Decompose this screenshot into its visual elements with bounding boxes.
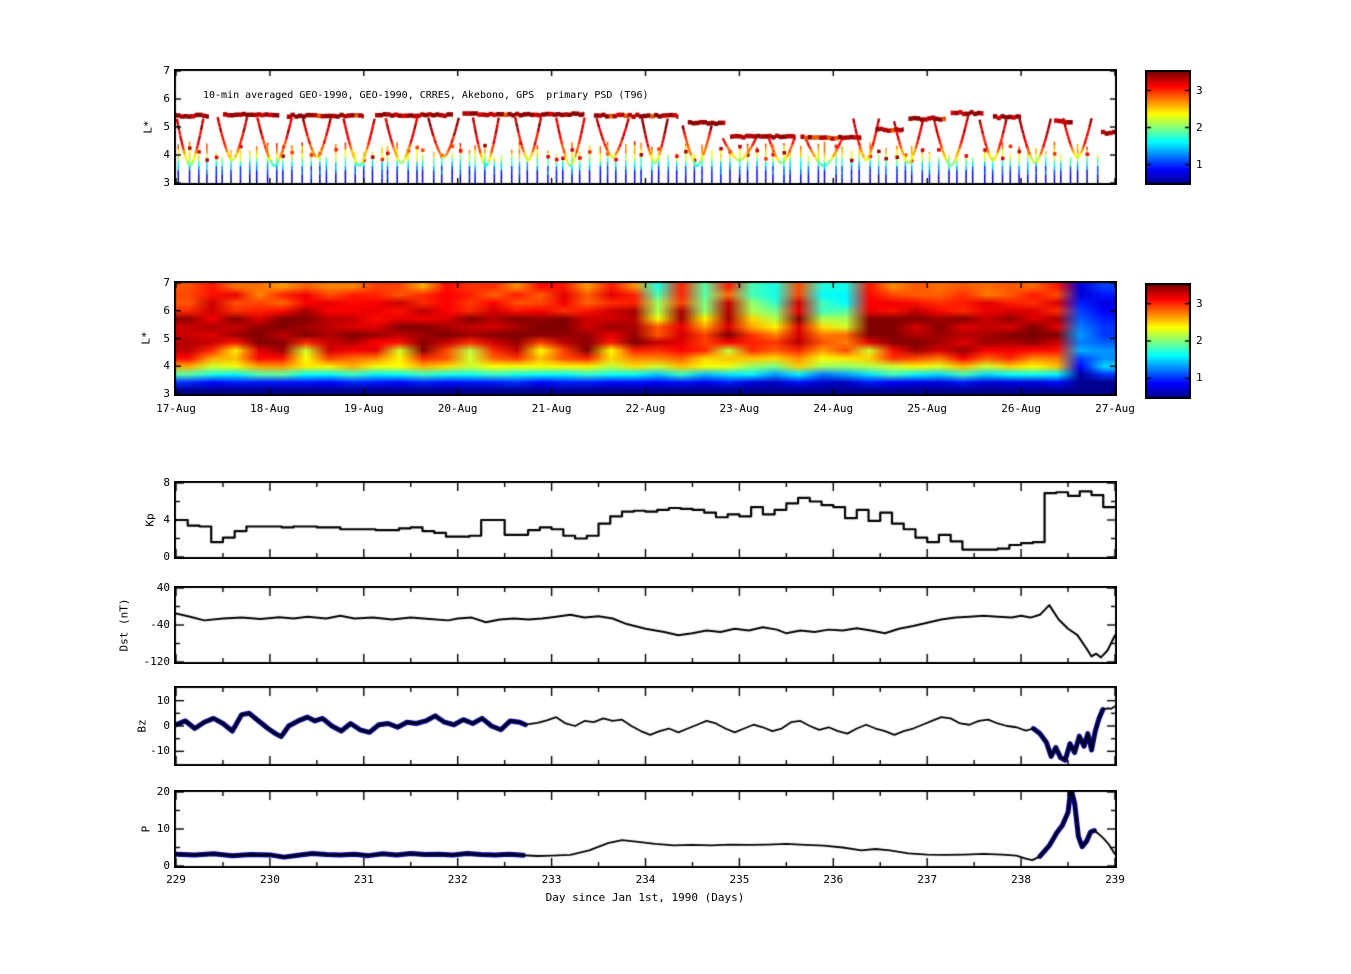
p-plot bbox=[174, 790, 1117, 868]
psd-scatter-ytick: 5 bbox=[163, 120, 170, 133]
psd-scatter-title: 10-min averaged GEO-1990, GEO-1990, CRRE… bbox=[203, 90, 649, 101]
psd-scatter-colorbar-tick: 1 bbox=[1196, 157, 1203, 171]
psd-scatter-ytick: 7 bbox=[163, 64, 170, 77]
p-ytick: 20 bbox=[156, 785, 170, 798]
day-tick-label: 230 bbox=[259, 873, 280, 886]
psd-heatmap-ytick: 7 bbox=[163, 276, 170, 289]
psd-scatter-plot bbox=[174, 69, 1117, 185]
psd-scatter-ytick: 3 bbox=[163, 176, 170, 189]
psd-heatmap-colorbar-tick: 1 bbox=[1196, 371, 1203, 385]
p-ylabel: P bbox=[139, 825, 153, 833]
kp-ytick: 8 bbox=[163, 476, 170, 489]
day-tick-label: 231 bbox=[353, 873, 374, 886]
bz-ylabel: Bz bbox=[135, 719, 149, 733]
bz-plot bbox=[174, 686, 1117, 766]
p-ytick: 10 bbox=[156, 822, 170, 835]
p-ytick: 0 bbox=[163, 859, 170, 872]
psd-heatmap-ytick: 5 bbox=[163, 331, 170, 345]
date-tick-label: 23-Aug bbox=[719, 402, 760, 415]
bz-ytick: -10 bbox=[150, 744, 170, 758]
day-tick-label: 236 bbox=[823, 873, 844, 886]
psd-heatmap-colorbar-tick: 3 bbox=[1196, 296, 1203, 310]
psd-scatter-colorbar bbox=[1145, 70, 1191, 185]
bz-ytick: 10 bbox=[156, 693, 170, 707]
date-tick-label: 20-Aug bbox=[437, 402, 478, 415]
kp-ytick: 4 bbox=[163, 513, 170, 526]
dst-plot bbox=[174, 586, 1117, 664]
date-tick-label: 25-Aug bbox=[907, 402, 948, 415]
day-tick-label: 239 bbox=[1105, 873, 1125, 886]
psd-heatmap-ytick: 3 bbox=[163, 387, 170, 400]
date-tick-label: 22-Aug bbox=[625, 402, 666, 415]
psd-scatter-ytick: 4 bbox=[163, 148, 170, 161]
dst-ytick: -120 bbox=[143, 655, 171, 668]
psd-scatter-colorbar-tick: 3 bbox=[1196, 83, 1203, 97]
date-tick-label: 21-Aug bbox=[531, 402, 572, 415]
day-tick-label: 237 bbox=[917, 873, 938, 886]
kp-plot bbox=[174, 481, 1117, 559]
psd-heatmap-ytick: 4 bbox=[163, 359, 170, 373]
psd-scatter-ylabel: L* bbox=[141, 120, 155, 134]
date-tick-label: 17-Aug bbox=[156, 402, 196, 415]
date-tick-label: 26-Aug bbox=[1001, 402, 1041, 415]
dst-ylabel: Dst (nT) bbox=[117, 598, 131, 652]
psd-heatmap-plot bbox=[174, 281, 1117, 396]
psd-scatter-colorbar-tick: 2 bbox=[1196, 120, 1203, 134]
bz-ytick: 0 bbox=[163, 719, 170, 732]
x-axis-label: Day since Jan 1st, 1990 (Days) bbox=[545, 891, 745, 904]
date-tick-label: 18-Aug bbox=[250, 402, 290, 415]
psd-scatter-ytick: 6 bbox=[163, 92, 170, 105]
day-tick-label: 232 bbox=[447, 873, 468, 886]
day-tick-label: 238 bbox=[1011, 873, 1032, 886]
day-tick-label: 233 bbox=[541, 873, 562, 886]
date-tick-label: 27-Aug bbox=[1095, 402, 1135, 415]
day-tick-label: 234 bbox=[635, 873, 656, 886]
day-tick-label: 229 bbox=[166, 873, 186, 886]
dst-ytick: -40 bbox=[150, 618, 170, 631]
kp-ytick: 0 bbox=[163, 550, 170, 563]
psd-heatmap-ylabel: L* bbox=[139, 331, 153, 345]
day-tick-label: 235 bbox=[729, 873, 750, 886]
psd-heatmap-ytick: 6 bbox=[163, 303, 170, 317]
psd-heatmap-colorbar bbox=[1145, 283, 1191, 399]
date-tick-label: 19-Aug bbox=[343, 402, 384, 415]
date-tick-label: 24-Aug bbox=[813, 402, 854, 415]
kp-ylabel: Kp bbox=[143, 513, 157, 527]
psd-heatmap-colorbar-tick: 2 bbox=[1196, 334, 1203, 347]
dst-ytick: 40 bbox=[156, 581, 170, 594]
